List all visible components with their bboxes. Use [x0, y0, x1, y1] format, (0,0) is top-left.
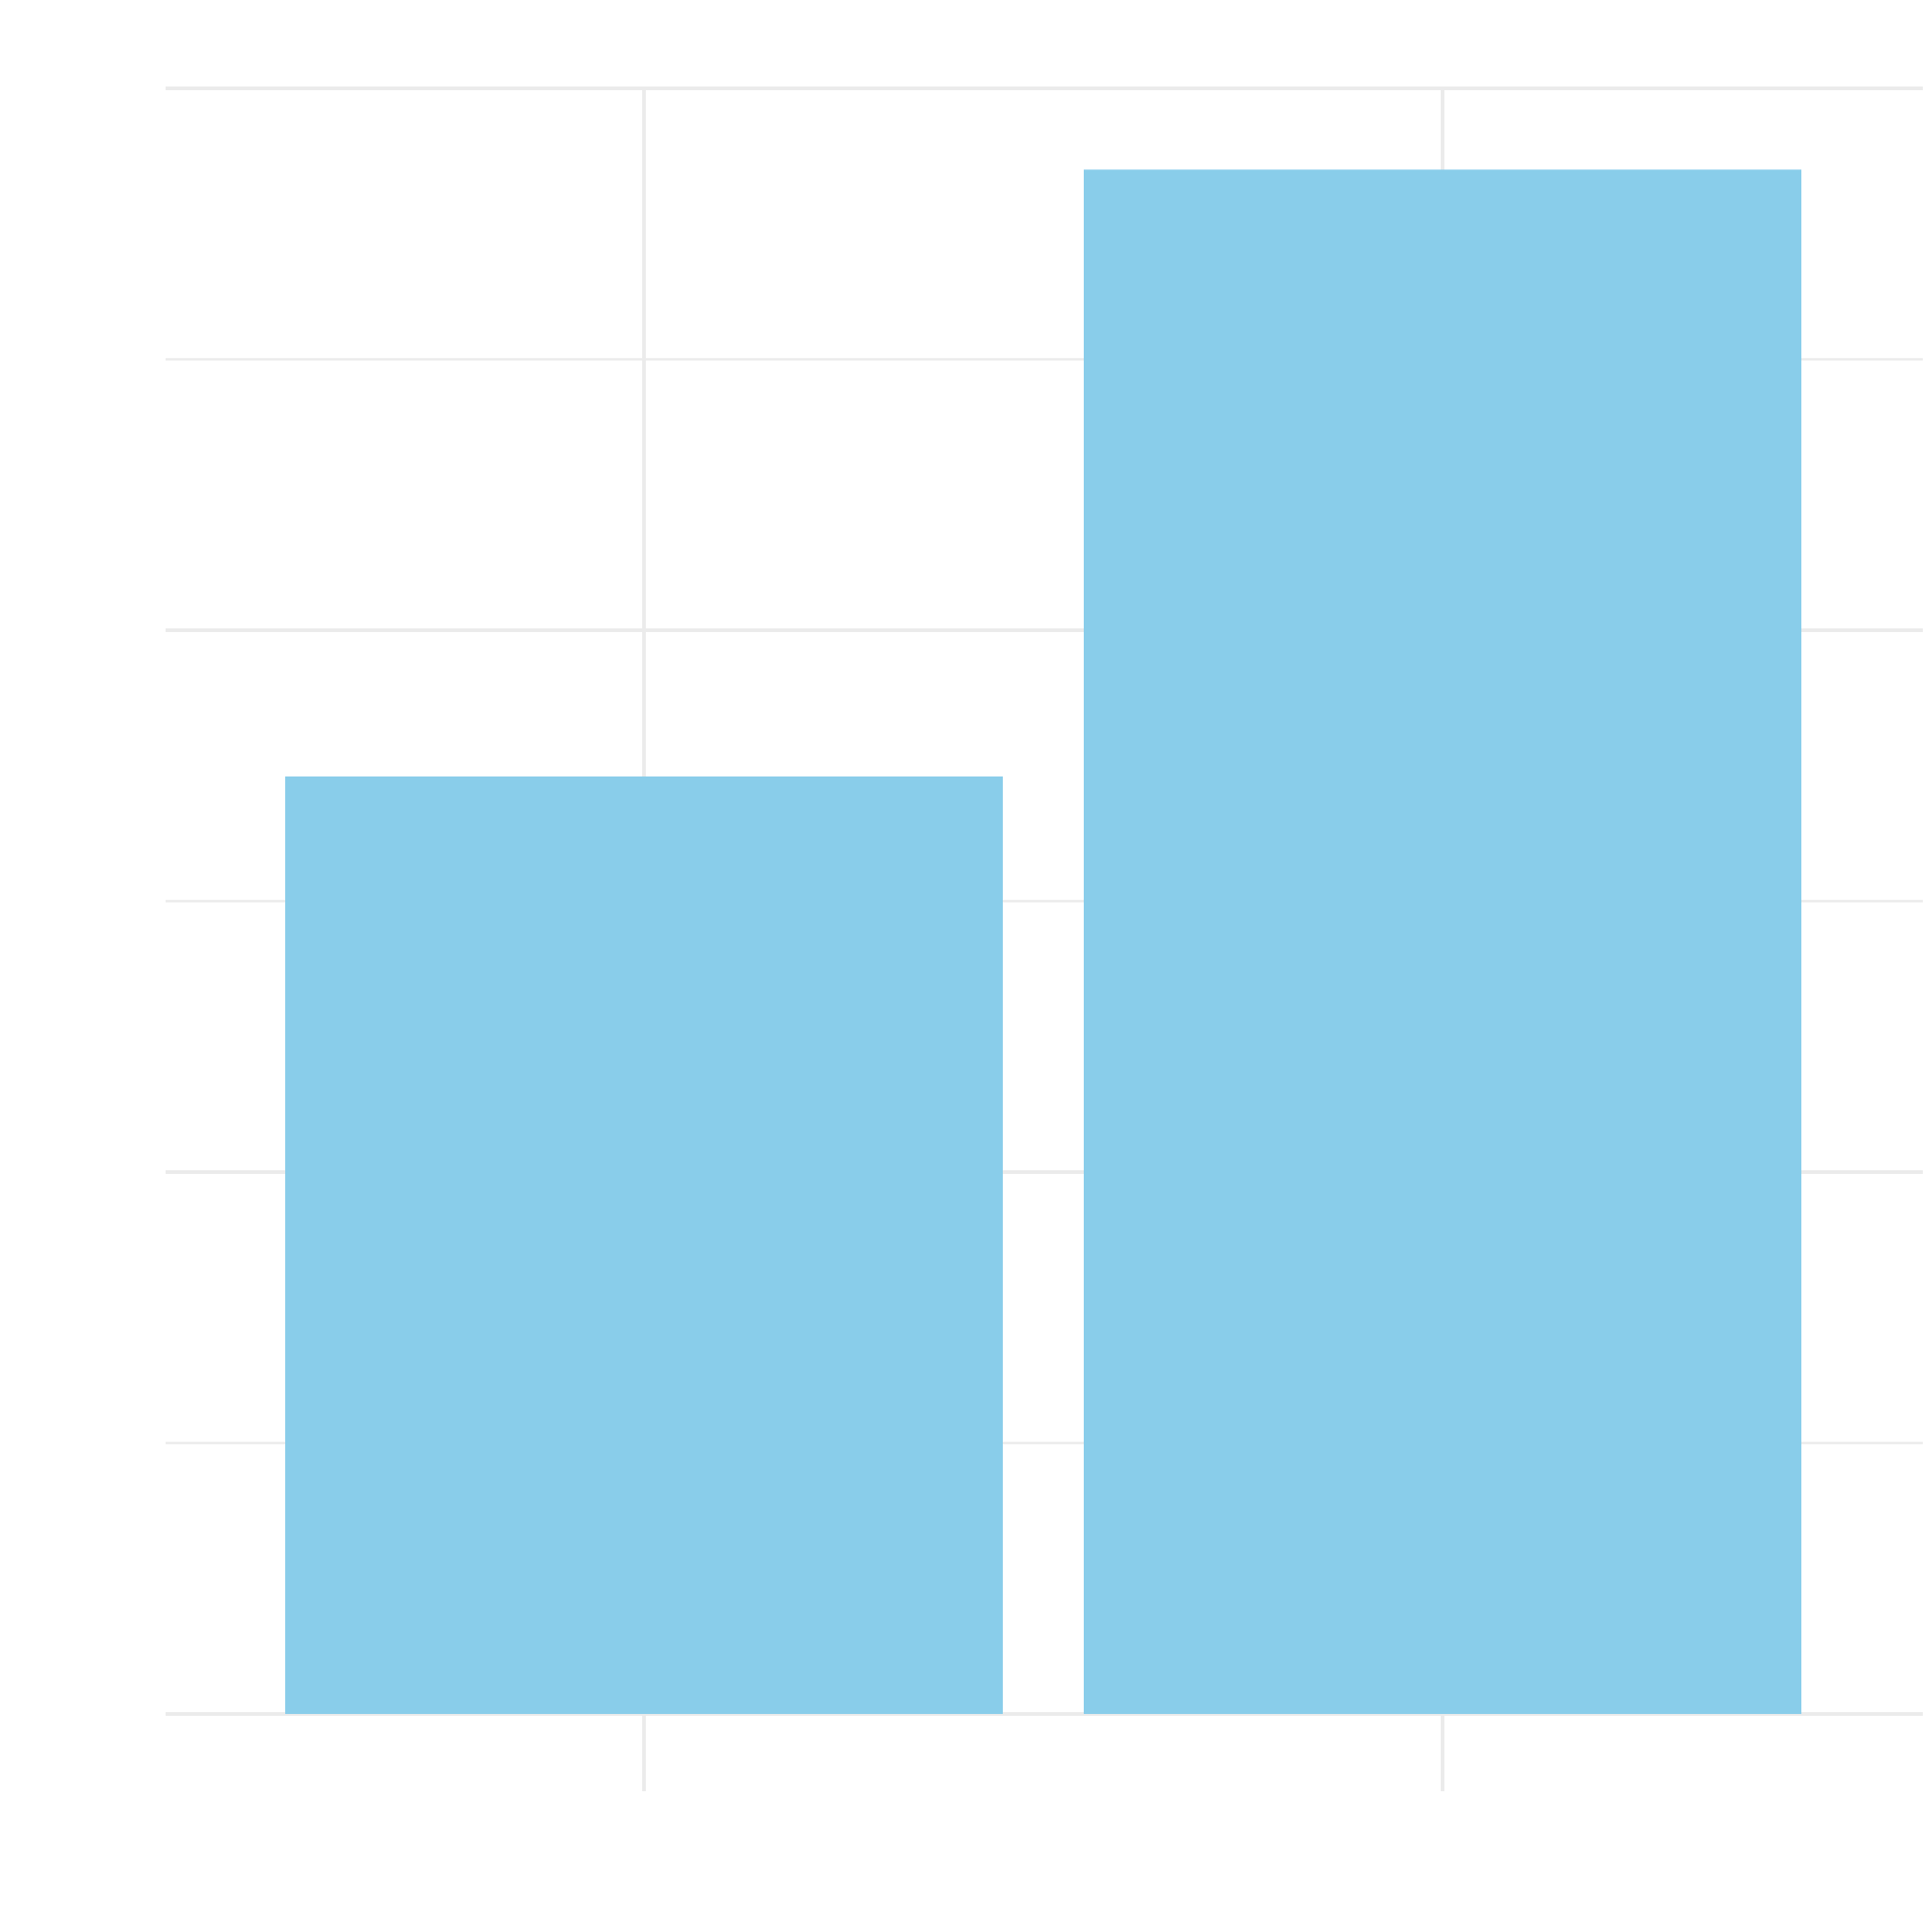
bar-2 — [1084, 169, 1801, 1715]
bars — [285, 169, 1801, 1715]
bar-1 — [285, 776, 1003, 1714]
